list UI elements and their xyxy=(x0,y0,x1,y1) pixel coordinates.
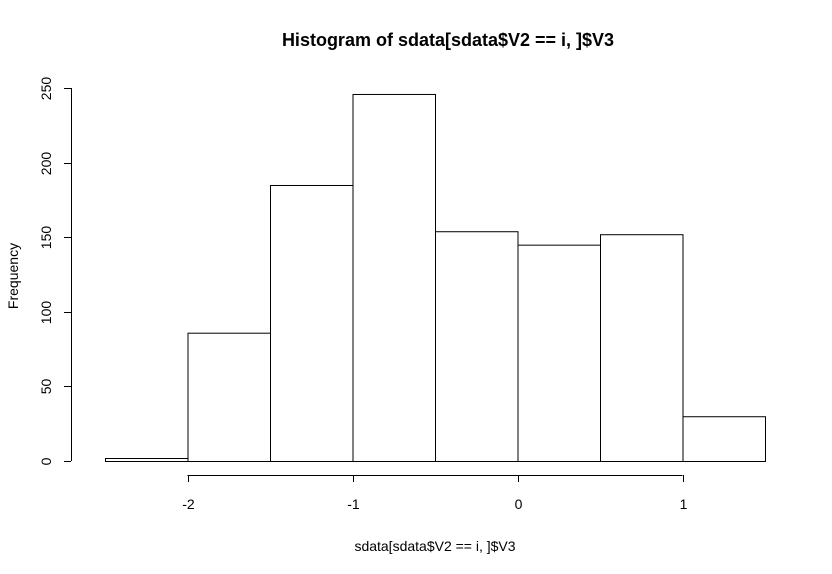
y-tick-label: 50 xyxy=(38,379,54,395)
x-axis: -2 -1 0 1 xyxy=(182,475,688,512)
histogram-bar xyxy=(517,244,601,462)
histogram-bar xyxy=(682,416,766,462)
histogram-bar xyxy=(187,332,271,462)
histogram-bar xyxy=(352,93,436,463)
x-axis-label: sdata[sdata$V2 == i, ]$V3 xyxy=(354,538,515,554)
histogram-bar xyxy=(105,458,189,462)
x-tick-label: 0 xyxy=(515,496,523,512)
y-tick-label: 200 xyxy=(38,152,54,176)
histogram-bar xyxy=(270,184,354,462)
x-tick-label: 1 xyxy=(680,496,688,512)
y-tick-label: 150 xyxy=(38,226,54,250)
chart-title: Histogram of sdata[sdata$V2 == i, ]$V3 xyxy=(282,30,614,50)
bars-group xyxy=(105,93,766,463)
y-tick-label: 250 xyxy=(38,77,54,101)
y-axis: 0 50 100 150 200 250 xyxy=(38,77,72,465)
x-tick-label: -2 xyxy=(182,496,195,512)
y-tick-label: 100 xyxy=(38,301,54,325)
x-tick-label: -1 xyxy=(347,496,360,512)
y-axis-label: Frequency xyxy=(5,243,21,309)
histogram-bar xyxy=(435,231,519,462)
y-tick-label: 0 xyxy=(38,457,54,465)
histogram-bar xyxy=(600,234,684,462)
